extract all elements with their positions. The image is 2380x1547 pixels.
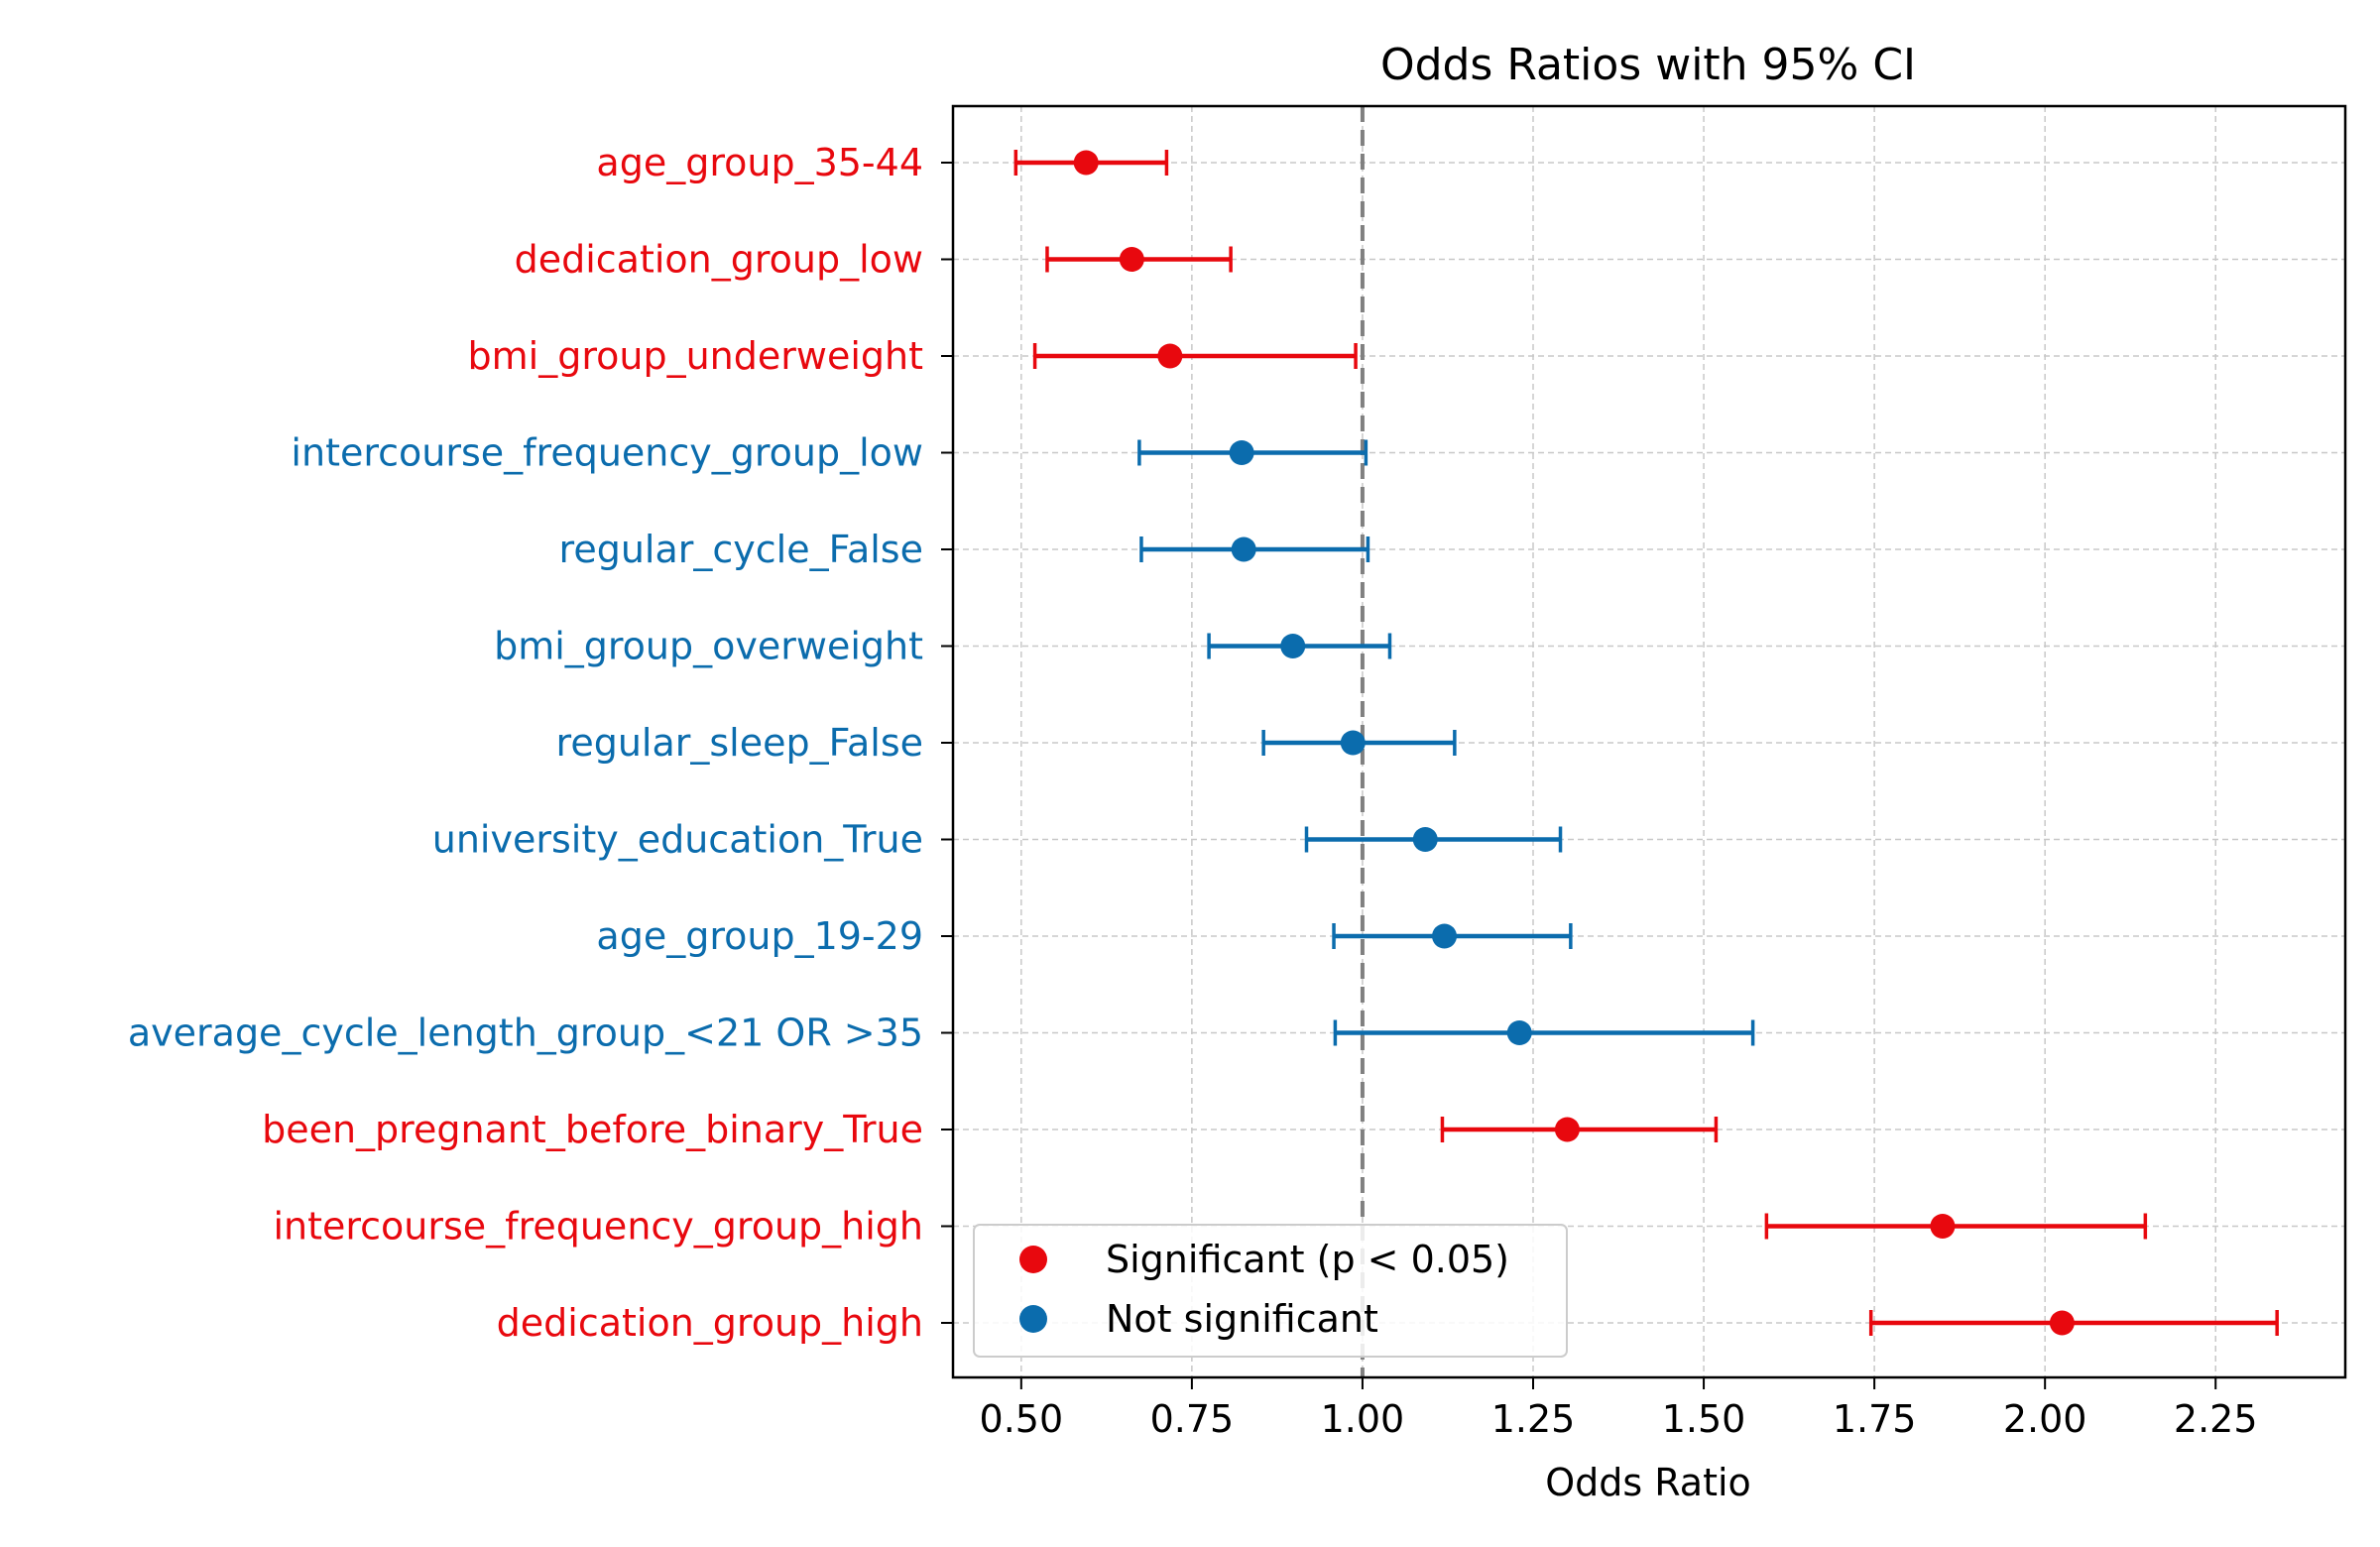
odds-ratio-point — [1119, 247, 1144, 272]
y-tick-label: regular_sleep_False — [556, 721, 923, 765]
odds-ratio-point — [1229, 440, 1254, 465]
x-tick-label: 2.00 — [2003, 1397, 2087, 1441]
x-axis-label: Odds Ratio — [1545, 1461, 1751, 1504]
y-tick-label: average_cycle_length_group_<21 OR >35 — [128, 1012, 923, 1055]
x-tick-label: 0.75 — [1150, 1397, 1235, 1441]
y-tick-label: dedication_group_high — [497, 1301, 923, 1345]
legend-label-not-significant: Not significant — [1106, 1297, 1378, 1341]
y-axis: age_group_35-44 dedication_group_low bmi_g… — [128, 141, 953, 1345]
x-axis: 0.50 0.75 1.00 1.25 1.50 1.75 2.00 2.25 — [980, 1377, 2258, 1441]
odds-ratio-point — [1412, 827, 1438, 852]
x-tick-label: 1.75 — [1833, 1397, 1917, 1441]
grid-layer — [953, 106, 2345, 1377]
odds-ratio-point — [1432, 923, 1458, 949]
y-tick-label: bmi_group_overweight — [494, 625, 923, 668]
odds-ratio-point — [2049, 1310, 2075, 1336]
plot-frame — [951, 104, 2347, 1379]
x-tick-label: 0.50 — [980, 1397, 1064, 1441]
odds-ratio-point — [1073, 150, 1099, 176]
odds-ratio-point — [1231, 536, 1256, 562]
x-tick-label: 1.25 — [1491, 1397, 1576, 1441]
x-tick-label: 1.00 — [1321, 1397, 1405, 1441]
x-tick-label: 2.25 — [2174, 1397, 2258, 1441]
y-tick-label: university_education_True — [432, 818, 923, 862]
odds-ratio-point — [1930, 1214, 1956, 1239]
y-tick-label: dedication_group_low — [515, 238, 923, 282]
point-layer — [1073, 150, 2075, 1336]
y-tick-label: intercourse_frequency_group_high — [273, 1205, 923, 1249]
odds-ratio-point — [1280, 634, 1306, 658]
y-tick-label: been_pregnant_before_binary_True — [262, 1108, 923, 1151]
y-tick-label: bmi_group_underweight — [468, 334, 923, 378]
legend: Significant (p < 0.05) Not significant — [973, 1224, 1568, 1358]
odds-ratio-point — [1554, 1117, 1580, 1142]
legend-marker-significant — [1019, 1246, 1047, 1273]
x-tick-label: 1.50 — [1662, 1397, 1746, 1441]
odds-ratio-point — [1157, 343, 1183, 369]
y-tick-label: intercourse_frequency_group_low — [291, 431, 923, 475]
legend-label-significant: Significant (p < 0.05) — [1106, 1238, 1509, 1281]
y-tick-label: age_group_35-44 — [596, 141, 923, 184]
errorbar-layer — [1013, 150, 2279, 1336]
legend-frame — [973, 1224, 1568, 1358]
legend-marker-not-significant — [1019, 1305, 1047, 1333]
odds-ratio-point — [1340, 730, 1366, 756]
y-tick-label: regular_cycle_False — [559, 528, 923, 571]
chart-title: Odds Ratios with 95% CI — [1380, 40, 1916, 90]
y-tick-label: age_group_19-29 — [596, 914, 923, 958]
odds-ratio-point — [1506, 1020, 1532, 1045]
